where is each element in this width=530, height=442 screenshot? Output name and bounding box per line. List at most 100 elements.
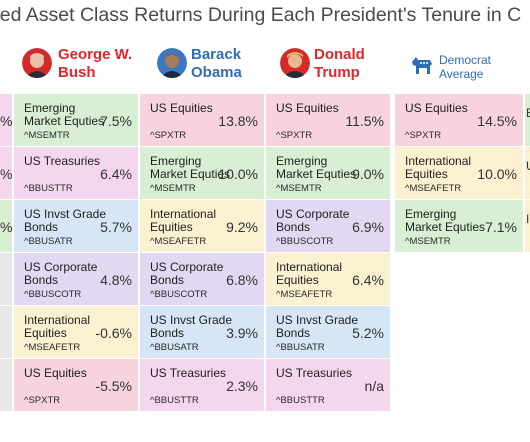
left-edge-cell-3: %	[0, 200, 12, 253]
asset-ticker: ^MSEMTR	[405, 236, 451, 247]
right-edge-text: I	[526, 212, 530, 226]
obama-cell-2: Emerging Market Equties ^MSEMTR 10.0%	[140, 147, 264, 200]
return-value: 6.8%	[226, 272, 258, 288]
asset-name: Emerging Market Equties	[24, 101, 105, 128]
return-value: 5.7%	[100, 219, 132, 235]
asset-ticker: ^BBUSTTR	[24, 183, 73, 194]
asset-name: US Corporate Bonds	[150, 260, 224, 287]
trump-avatar-icon	[280, 48, 310, 78]
obama-cell-5: US Invst Grade Bonds ^BBUSATR 3.9%	[140, 306, 264, 359]
trump-cell-1: US Equities ^SPXTR 11.5%	[266, 94, 390, 147]
asset-ticker: ^BBUSATR	[24, 236, 73, 247]
right-edge-cell-1: E	[525, 94, 530, 147]
return-value: n/a	[364, 378, 384, 394]
header-democrat-average: Democrat Average	[408, 44, 530, 88]
asset-name: International Equities	[276, 260, 343, 287]
bush-avatar-icon	[22, 48, 52, 78]
asset-ticker: ^BBUSCOTR	[276, 236, 334, 247]
return-value: 6.9%	[352, 219, 384, 235]
asset-ticker: ^MSEAFETR	[150, 236, 207, 247]
right-edge-text: U	[526, 159, 530, 173]
asset-ticker: ^SPXTR	[276, 130, 313, 141]
obama-cell-6: US Treasuries ^BBUSTTR 2.3%	[140, 359, 264, 412]
return-value: 6.4%	[100, 166, 132, 182]
right-edge-cell-3: I	[525, 200, 530, 253]
obama-cell-1: US Equities ^SPXTR 13.8%	[140, 94, 264, 147]
asset-ticker: ^MSEAFETR	[276, 289, 333, 300]
donkey-icon	[410, 54, 434, 81]
asset-name: Emerging Market Equties	[276, 154, 357, 181]
return-value: 10.0%	[218, 166, 258, 182]
header-obama: Barack Obama	[155, 44, 270, 88]
asset-name: Emerging Market Equties	[405, 207, 486, 234]
left-edge-cell-6	[0, 359, 12, 412]
left-edge-text: %	[0, 113, 13, 129]
asset-ticker: ^SPXTR	[405, 130, 442, 141]
bush-cell-4: US Corporate Bonds ^BBUSCOTR 4.8%	[14, 253, 138, 306]
democrat-average-cell-2: International Equities ^MSEAFETR 10.0%	[395, 147, 523, 200]
left-edge-cell-5	[0, 306, 12, 359]
bush-cell-6: US Equities ^SPXTR -5.5%	[14, 359, 138, 412]
return-value: 5.2%	[352, 325, 384, 341]
left-edge-cell-4	[0, 253, 12, 306]
asset-name: International Equities	[150, 207, 217, 234]
left-edge-text: %	[0, 166, 13, 182]
header-trump: Donald Trump	[278, 44, 393, 88]
return-value: -0.6%	[95, 325, 132, 341]
return-value: 11.5%	[345, 113, 384, 129]
asset-name: US Invst Grade Bonds	[150, 313, 233, 340]
asset-ticker: ^MSEAFETR	[24, 342, 81, 353]
asset-ticker: ^MSEMTR	[150, 183, 196, 194]
left-edge-cell-1: %	[0, 94, 12, 147]
return-value: 9.0%	[352, 166, 384, 182]
asset-ticker: ^BBUSTTR	[150, 395, 199, 406]
asset-name: Emerging Market Equties	[150, 154, 231, 181]
bush-cell-2: US Treasuries ^BBUSTTR 6.4%	[14, 147, 138, 200]
obama-cell-4: US Corporate Bonds ^BBUSCOTR 6.8%	[140, 253, 264, 306]
asset-name: US Corporate Bonds	[276, 207, 350, 234]
return-value: 9.2%	[226, 219, 258, 235]
asset-name: International Equities	[24, 313, 91, 340]
asset-name: International Equities	[405, 154, 472, 181]
bush-cell-3: US Invst Grade Bonds ^BBUSATR 5.7%	[14, 200, 138, 253]
asset-ticker: ^SPXTR	[150, 130, 187, 141]
asset-ticker: ^MSEAFETR	[405, 183, 462, 194]
bush-cell-1: Emerging Market Equties ^MSEMTR 7.5%	[14, 94, 138, 147]
asset-name: US Invst Grade Bonds	[276, 313, 359, 340]
asset-name: US Equities	[405, 101, 468, 115]
asset-ticker: ^BBUSCOTR	[150, 289, 208, 300]
trump-cell-3: US Corporate Bonds ^BBUSCOTR 6.9%	[266, 200, 390, 253]
asset-ticker: ^BBUSATR	[276, 342, 325, 353]
asset-name: US Equities	[150, 101, 213, 115]
obama-cell-3: International Equities ^MSEAFETR 9.2%	[140, 200, 264, 253]
bush-cell-5: International Equities ^MSEAFETR -0.6%	[14, 306, 138, 359]
asset-name: US Corporate Bonds	[24, 260, 98, 287]
asset-name: US Treasuries	[150, 366, 227, 380]
return-value: 3.9%	[226, 325, 258, 341]
trump-cell-6: US Treasuries ^BBUSTTR n/a	[266, 359, 390, 412]
bush-name: George W. Bush	[58, 46, 133, 81]
asset-name: US Equities	[24, 366, 87, 380]
democrat-average-label: Democrat Average	[439, 53, 492, 81]
asset-ticker: ^BBUSCOTR	[24, 289, 82, 300]
return-value: 13.8%	[218, 113, 258, 129]
header-bush: George W. Bush	[20, 44, 145, 88]
return-value: 10.0%	[477, 166, 517, 182]
asset-ticker: ^BBUSATR	[150, 342, 199, 353]
obama-name: Barack Obama	[191, 46, 242, 81]
trump-cell-2: Emerging Market Equties ^MSEMTR 9.0%	[266, 147, 390, 200]
return-value: 14.5%	[477, 113, 517, 129]
asset-name: US Treasuries	[276, 366, 353, 380]
right-edge-text: E	[526, 106, 530, 120]
democrat-average-cell-3: Emerging Market Equties ^MSEMTR 7.1%	[395, 200, 523, 253]
obama-avatar-icon	[157, 48, 187, 78]
asset-name: US Treasuries	[24, 154, 101, 168]
asset-ticker: ^MSEMTR	[24, 130, 70, 141]
return-value: -5.5%	[95, 378, 132, 394]
chart-title: zed Asset Class Returns During Each Pres…	[0, 4, 522, 26]
return-value: 4.8%	[100, 272, 132, 288]
return-value: 2.3%	[226, 378, 258, 394]
return-value: 7.1%	[485, 219, 517, 235]
return-value: 7.5%	[100, 113, 132, 129]
